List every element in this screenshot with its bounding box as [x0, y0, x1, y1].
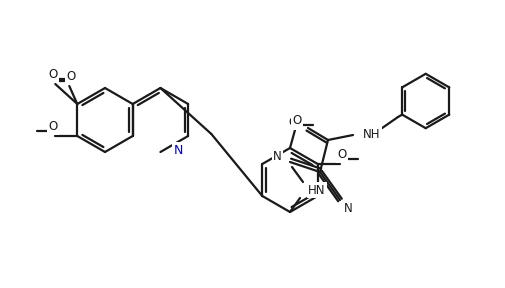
Text: O: O	[48, 120, 58, 134]
Text: N: N	[273, 151, 281, 164]
Text: O: O	[336, 149, 345, 162]
Text: O: O	[288, 115, 297, 128]
Text: N: N	[173, 143, 183, 156]
Text: N: N	[343, 202, 352, 215]
Text: O: O	[292, 113, 301, 126]
Text: O: O	[48, 69, 58, 82]
Text: O: O	[67, 71, 76, 84]
Text: NH: NH	[362, 128, 380, 141]
Text: HN: HN	[308, 183, 325, 196]
